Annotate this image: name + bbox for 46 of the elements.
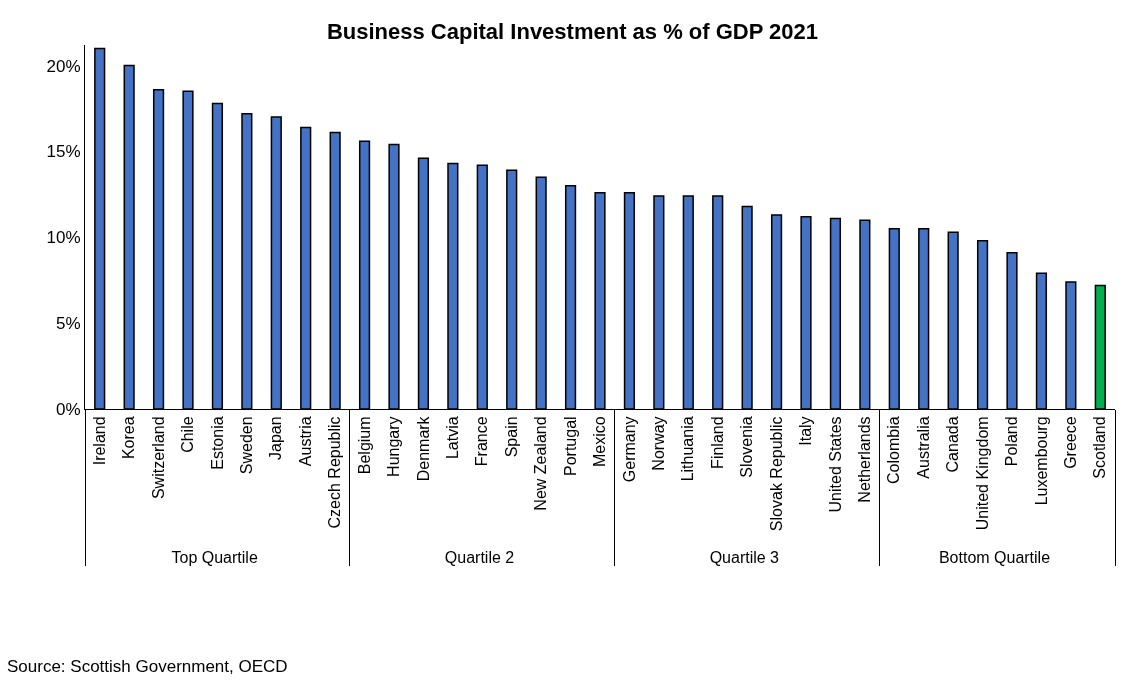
text: Quartile 2 — [444, 548, 515, 566]
x-tick-label: Finland — [708, 416, 726, 469]
x-tick-label: Denmark — [414, 415, 432, 482]
x-tick-label: France — [473, 416, 491, 467]
x-tick-label: United States — [826, 416, 844, 513]
x-tick-label: Colombia — [885, 416, 903, 484]
x-tick-label: Latvia — [444, 416, 462, 460]
x-tick-label: Sweden — [238, 416, 256, 475]
x-tick-label: Hungary — [385, 416, 403, 477]
y-tick-label: 0% — [56, 399, 81, 419]
x-tick-label: Norway — [650, 416, 668, 471]
x-tick-label: New Zealand — [532, 416, 550, 511]
x-tick-label: Canada — [944, 416, 962, 473]
x-tick-label: Mexico — [591, 416, 609, 468]
x-tick-label: Scotland — [1091, 416, 1109, 479]
x-tick-label: Belgium — [355, 416, 373, 475]
x-tick-label: Italy — [797, 416, 815, 446]
x-tick-label: Australia — [914, 416, 932, 479]
x-tick-label: Spain — [502, 416, 520, 458]
x-tick-label: Switzerland — [149, 416, 167, 500]
x-tick-label: Korea — [120, 416, 138, 460]
x-tick-label: Ireland — [90, 416, 108, 466]
x-tick-label: Estonia — [208, 416, 226, 470]
y-tick-label: 15% — [46, 142, 81, 162]
text: Top Quartile — [171, 548, 258, 566]
x-tick-label: Slovenia — [738, 416, 756, 478]
x-tick-label: Slovak Republic — [767, 416, 785, 532]
x-tick-label: Austria — [296, 416, 314, 467]
x-tick-label: Czech Republic — [326, 416, 344, 529]
x-tick-label: United Kingdom — [973, 416, 991, 531]
x-tick-label: Chile — [179, 416, 197, 453]
x-tick-label: Poland — [1003, 416, 1021, 467]
x-tick-label: Lithuania — [679, 416, 697, 482]
x-tick-label: Luxembourg — [1032, 416, 1050, 506]
y-tick-label: 10% — [46, 228, 81, 248]
x-tick-label: Greece — [1062, 416, 1080, 469]
y-tick-label: 20% — [46, 56, 81, 76]
x-tick-label: Germany — [620, 416, 638, 483]
x-tick-label: Japan — [267, 416, 285, 460]
source-note: Source: Scottish Government, OECD — [7, 657, 288, 676]
chart-title: Business Capital Investment as % of GDP 2021 — [326, 19, 819, 45]
x-tick-label: Netherlands — [856, 416, 874, 503]
text: Bottom Quartile — [938, 548, 1051, 566]
y-tick-label: 5% — [56, 314, 81, 334]
x-tick-label: Portugal — [561, 416, 579, 476]
text: Quartile 3 — [709, 548, 780, 566]
